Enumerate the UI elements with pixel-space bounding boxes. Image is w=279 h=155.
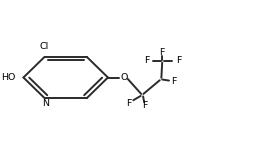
Text: F: F xyxy=(171,77,177,86)
Text: Cl: Cl xyxy=(40,42,49,51)
Text: F: F xyxy=(126,99,132,108)
Text: F: F xyxy=(144,56,149,65)
Text: F: F xyxy=(142,101,148,110)
Text: F: F xyxy=(176,56,181,65)
Text: HO: HO xyxy=(1,73,16,82)
Text: O: O xyxy=(120,73,128,82)
Text: F: F xyxy=(160,48,165,57)
Text: N: N xyxy=(42,100,49,108)
